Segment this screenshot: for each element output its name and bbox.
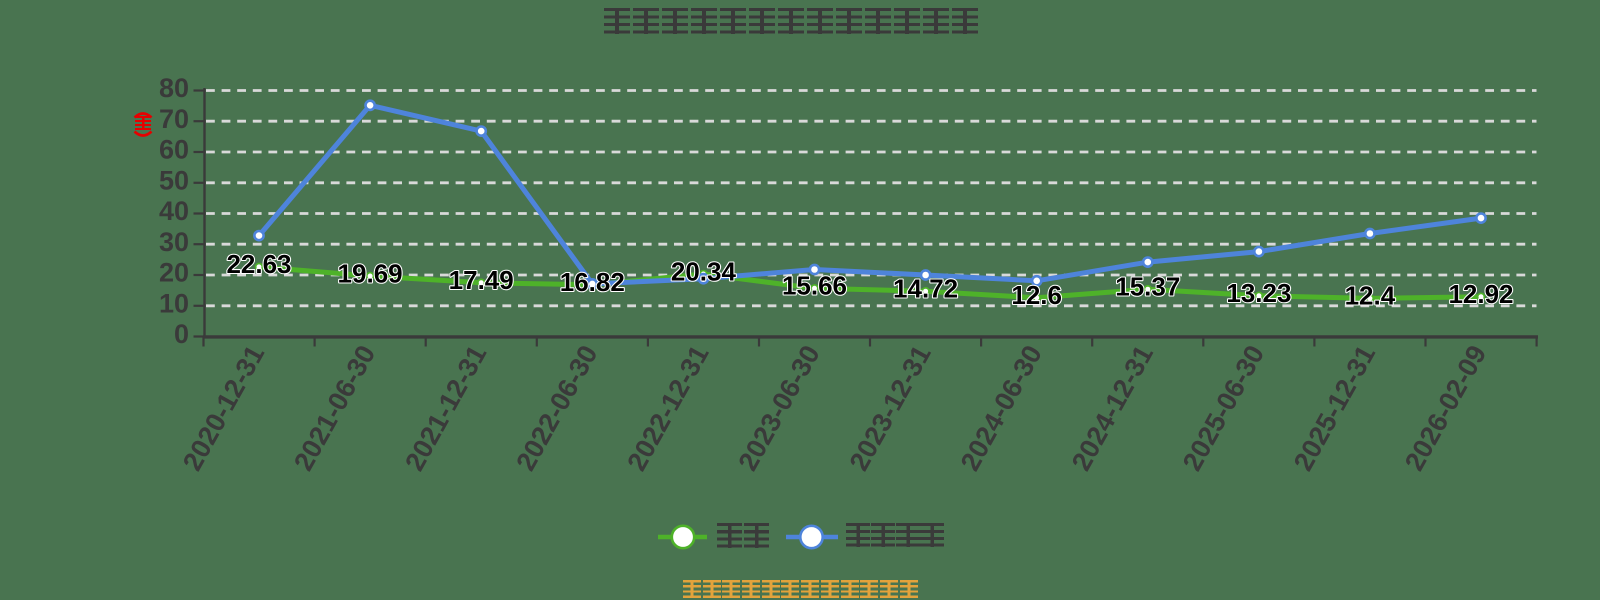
svg-text:20: 20: [159, 258, 189, 288]
svg-text:20.34: 20.34: [671, 256, 737, 286]
svg-text:15.66: 15.66: [782, 271, 847, 301]
svg-text:2021-12-31: 2021-12-31: [399, 340, 492, 475]
svg-text:2026-02-09: 2026-02-09: [1399, 340, 1492, 475]
svg-text:19.69: 19.69: [338, 258, 403, 288]
svg-text:2022-06-30: 2022-06-30: [510, 340, 603, 475]
svg-text:13.23: 13.23: [1226, 278, 1291, 308]
svg-text:30: 30: [159, 227, 189, 257]
svg-text:12.92: 12.92: [1448, 279, 1513, 309]
svg-text:70: 70: [159, 104, 189, 134]
svg-text:2023-06-30: 2023-06-30: [733, 340, 826, 475]
svg-text:2023-12-31: 2023-12-31: [844, 340, 937, 475]
svg-text:40: 40: [159, 196, 189, 226]
svg-text:2020-12-31: 2020-12-31: [177, 340, 270, 475]
svg-text:60: 60: [159, 135, 189, 165]
svg-text:14.72: 14.72: [893, 274, 958, 304]
svg-text:12.4: 12.4: [1345, 281, 1396, 311]
svg-text:50: 50: [159, 165, 189, 195]
svg-text:15.37: 15.37: [1115, 272, 1180, 302]
svg-text:2022-12-31: 2022-12-31: [621, 340, 714, 475]
svg-text:17.49: 17.49: [449, 265, 514, 295]
svg-text:2025-12-31: 2025-12-31: [1288, 340, 1381, 475]
svg-text:2021-06-30: 2021-06-30: [288, 340, 381, 475]
svg-text:2025-06-30: 2025-06-30: [1177, 340, 1270, 475]
svg-text:16.82: 16.82: [560, 267, 625, 297]
svg-text:12.6: 12.6: [1011, 280, 1062, 310]
svg-text:0: 0: [174, 319, 189, 349]
svg-text:10: 10: [159, 288, 189, 318]
svg-text:22.63: 22.63: [226, 249, 291, 279]
svg-text:2024-12-31: 2024-12-31: [1066, 340, 1159, 475]
svg-text:2024-06-30: 2024-06-30: [955, 340, 1048, 475]
svg-text:80: 80: [159, 73, 189, 103]
